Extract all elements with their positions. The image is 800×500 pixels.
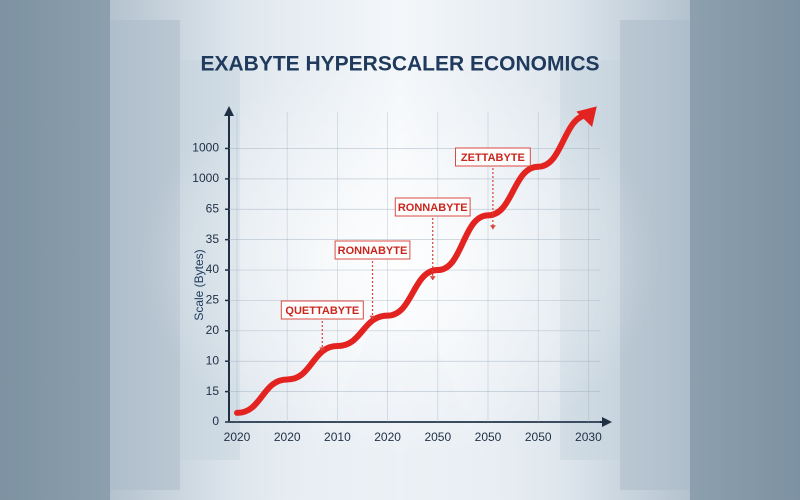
y-tick-label: 40 [206,262,220,276]
annotation-label: ZETTABYTE [461,152,525,164]
annotation-pointer-head [429,276,436,281]
y-tick-label: 1000 [192,171,219,185]
y-tick-label: 1000 [192,141,219,155]
x-tick-label: 2020 [374,430,401,444]
series-arrowhead [576,106,597,128]
x-tick-label: 2050 [525,430,552,444]
annotation-box [455,147,531,167]
y-tick-label: 0 [212,414,219,428]
y-axis-label: Scale (Bytes) [192,249,206,320]
chart-title: EXABYTE HYPERSCALER ECONOMICS [200,53,599,76]
annotation-label: QUETTABYTE [285,305,359,317]
x-tick-label: 2030 [575,430,602,444]
y-tick-label: 20 [206,323,220,337]
annotation-label: RONNABYTE [338,245,408,257]
y-axis-arrow [224,106,234,116]
series-line [234,112,592,416]
annotation-box [280,300,364,320]
annotation-pointer-head [489,225,496,230]
x-tick-label: 2050 [475,430,502,444]
y-tick-label: 25 [206,293,220,307]
x-axis-arrow [602,417,612,427]
annotation-box [394,197,471,217]
annotation-pointer-head [319,347,326,352]
y-tick-label: 15 [206,384,220,398]
x-tick-label: 2020 [224,430,251,444]
x-tick-label: 2010 [324,430,351,444]
y-tick-label: 10 [206,353,220,367]
annotation-box [334,240,411,260]
annotation-pointer-head [369,315,376,320]
annotation-label: RONNABYTE [398,202,468,214]
y-tick-label: 65 [206,201,220,215]
y-tick-label: 35 [206,232,220,246]
x-tick-label: 2050 [424,430,451,444]
x-tick-label: 2020 [274,430,301,444]
